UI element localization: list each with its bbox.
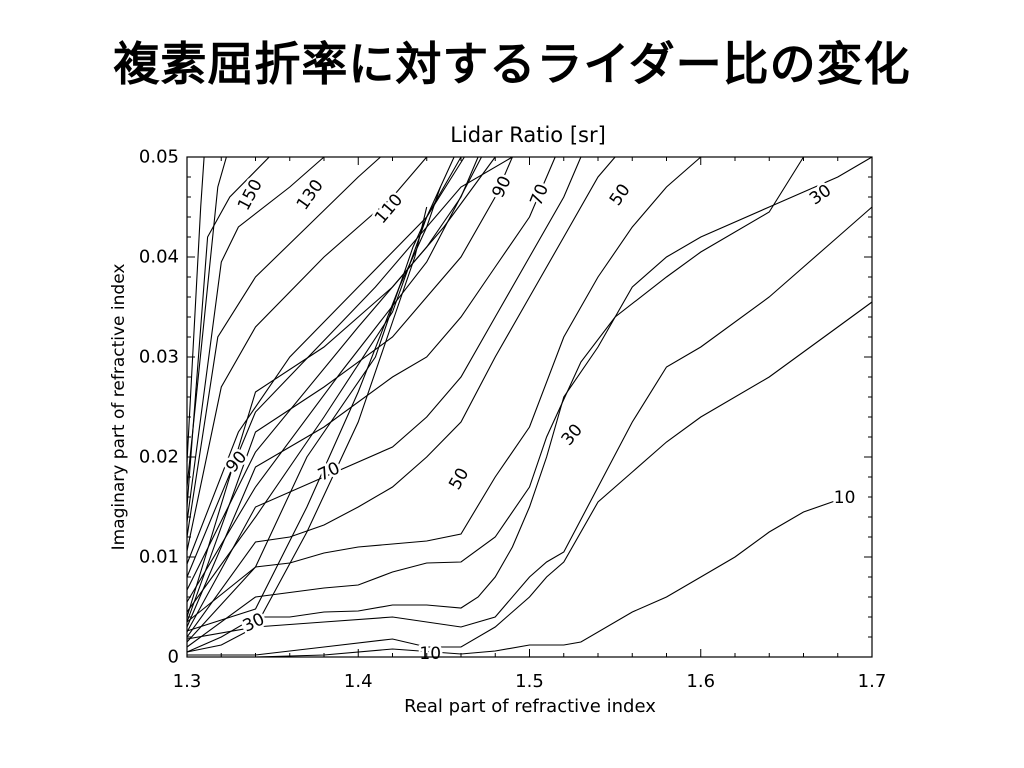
contour-label-10: 30 xyxy=(558,420,587,449)
contour-label-11: 10 xyxy=(834,488,856,508)
contour-line-19 xyxy=(186,156,582,633)
slide-title: 複素屈折率に対するライダー比の変化 xyxy=(113,37,911,91)
contour-label-5: 50 xyxy=(606,180,635,209)
contour-label-3: 90 xyxy=(488,173,515,201)
x-tick-label: 1.3 xyxy=(173,671,202,692)
x-axis-label: Real part of refractive index xyxy=(404,696,656,717)
x-tick-label: 1.7 xyxy=(858,671,887,692)
contour-lines xyxy=(186,156,873,658)
contour-line-18 xyxy=(186,156,616,638)
contour-line-9 xyxy=(186,156,381,538)
contour-line-22 xyxy=(186,156,479,618)
x-tick-label: 1.4 xyxy=(344,671,373,692)
contour-line-20 xyxy=(186,156,556,628)
y-tick-label: 0.01 xyxy=(139,547,179,568)
plot-frame xyxy=(186,156,873,658)
contour-line-17 xyxy=(186,156,702,643)
contour-line-14 xyxy=(186,206,873,653)
chart-title: Lidar Ratio [sr] xyxy=(450,123,606,147)
contour-line-8 xyxy=(186,156,428,552)
contour-line-12 xyxy=(186,156,227,488)
contour-line-23 xyxy=(187,301,873,656)
contour-label-6: 30 xyxy=(806,181,835,210)
contour-label-2: 110 xyxy=(371,190,407,228)
x-tick-label: 1.5 xyxy=(515,671,544,692)
contour-line-0 xyxy=(186,206,428,640)
contour-line-4 xyxy=(186,156,482,603)
y-tick-label: 0 xyxy=(168,647,179,668)
contour-line-3 xyxy=(186,156,462,613)
contour-label-7: 90 xyxy=(222,447,251,476)
contour-line-5 xyxy=(186,156,496,591)
contour-line-15 xyxy=(186,156,873,653)
contour-label-13: 10 xyxy=(419,644,441,664)
axis-ticks xyxy=(186,156,873,658)
contour-label-9: 50 xyxy=(445,465,473,494)
contour-line-11 xyxy=(186,156,270,508)
x-tick-labels: 1.3 1.4 1.5 1.6 1.7 xyxy=(173,671,887,692)
contour-line-7 xyxy=(186,156,465,565)
x-tick-label: 1.6 xyxy=(686,671,715,692)
y-tick-label: 0.05 xyxy=(139,147,179,168)
contour-label-1: 130 xyxy=(293,176,328,214)
y-tick-label: 0.03 xyxy=(139,347,179,368)
y-axis-label: Imaginary part of refractive index xyxy=(109,264,129,551)
contour-line-13 xyxy=(186,156,205,463)
contour-line-24 xyxy=(187,499,838,658)
contour-line-21 xyxy=(186,156,513,623)
contour-line-16 xyxy=(186,156,804,648)
contour-label-4: 70 xyxy=(526,181,553,209)
y-tick-label: 0.02 xyxy=(139,447,179,468)
y-tick-label: 0.04 xyxy=(139,247,179,268)
y-tick-labels: 0 0.01 0.02 0.03 0.04 0.05 xyxy=(139,147,179,668)
contour-line-10 xyxy=(186,156,325,523)
